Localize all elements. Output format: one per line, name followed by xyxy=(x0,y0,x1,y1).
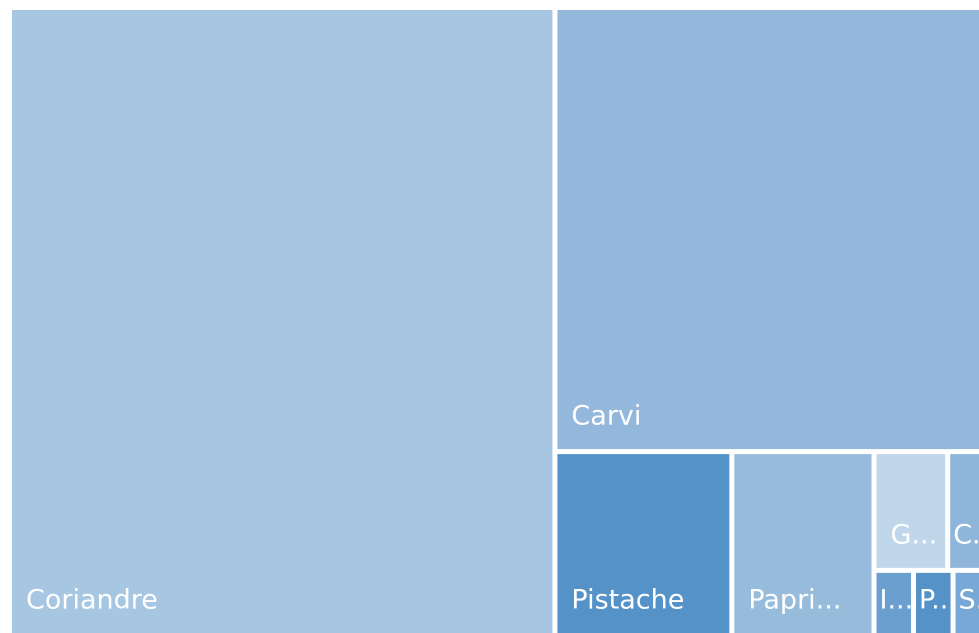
tile-label: P... xyxy=(919,585,957,616)
treemap-tile xyxy=(557,454,730,633)
treemap-tile xyxy=(734,454,872,633)
tile-label: Pistache xyxy=(571,585,684,616)
treemap-tile xyxy=(12,10,553,633)
tile-label: C... xyxy=(953,519,979,550)
tile-label: Papri... xyxy=(748,585,841,616)
tile-label: S... xyxy=(959,585,979,616)
tile-label: Carvi xyxy=(571,401,641,432)
tile-label: G... xyxy=(891,519,938,550)
tile-label: I... xyxy=(880,585,914,616)
treemap-tile xyxy=(955,572,979,633)
tile-label: Coriandre xyxy=(26,585,158,616)
treemap-tile xyxy=(950,454,979,568)
treemap-tile xyxy=(916,572,951,633)
treemap-tile xyxy=(557,10,979,450)
treemap-tile xyxy=(876,454,946,568)
treemap-tile xyxy=(876,572,912,633)
